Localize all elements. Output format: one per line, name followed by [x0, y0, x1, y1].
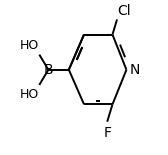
Text: HO: HO: [19, 39, 38, 52]
Text: N: N: [129, 63, 140, 77]
Text: B: B: [44, 63, 53, 77]
Text: F: F: [103, 126, 111, 140]
Text: Cl: Cl: [117, 4, 131, 18]
Text: HO: HO: [19, 88, 38, 101]
